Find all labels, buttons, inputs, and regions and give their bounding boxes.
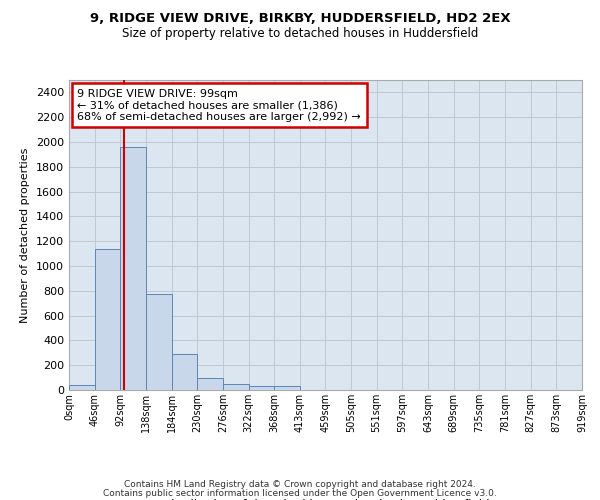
Y-axis label: Number of detached properties: Number of detached properties	[20, 148, 31, 322]
Text: 9 RIDGE VIEW DRIVE: 99sqm
← 31% of detached houses are smaller (1,386)
68% of se: 9 RIDGE VIEW DRIVE: 99sqm ← 31% of detac…	[77, 88, 361, 122]
Text: 9, RIDGE VIEW DRIVE, BIRKBY, HUDDERSFIELD, HD2 2EX: 9, RIDGE VIEW DRIVE, BIRKBY, HUDDERSFIEL…	[89, 12, 511, 26]
Bar	[274, 386, 300, 390]
Bar	[69, 385, 95, 390]
Bar	[121, 147, 146, 390]
Text: Contains HM Land Registry data © Crown copyright and database right 2024.: Contains HM Land Registry data © Crown c…	[124, 480, 476, 489]
Bar	[223, 384, 249, 390]
Bar	[146, 294, 172, 390]
Bar	[95, 248, 121, 390]
Bar	[197, 378, 223, 390]
Text: Size of property relative to detached houses in Huddersfield: Size of property relative to detached ho…	[122, 28, 478, 40]
Bar	[249, 386, 274, 390]
X-axis label: Distribution of detached houses by size in Huddersfield: Distribution of detached houses by size …	[161, 499, 490, 500]
Text: Contains public sector information licensed under the Open Government Licence v3: Contains public sector information licen…	[103, 489, 497, 498]
Bar	[172, 354, 197, 390]
